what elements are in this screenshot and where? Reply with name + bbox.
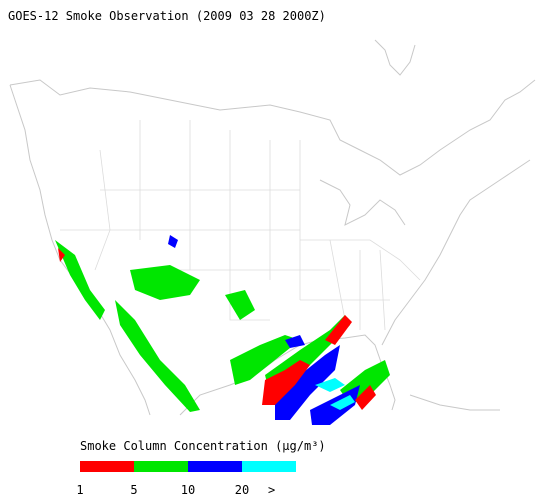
legend-label: > xyxy=(268,483,275,497)
title: GOES-12 Smoke Observation (2009 03 28 20… xyxy=(8,9,326,23)
legend-label: 1 xyxy=(76,483,83,497)
legend-swatch xyxy=(188,461,242,472)
legend-swatch xyxy=(242,461,296,472)
legend-label: 10 xyxy=(181,483,195,497)
legend-title: Smoke Column Concentration (μg/m³) xyxy=(80,439,326,453)
legend-swatch xyxy=(80,461,134,472)
legend-label: 5 xyxy=(130,483,137,497)
legend: 1 5 10 20 > xyxy=(76,461,296,497)
legend-label: 20 xyxy=(235,483,249,497)
smoke-pixels xyxy=(55,235,390,425)
legend-swatch xyxy=(134,461,188,472)
